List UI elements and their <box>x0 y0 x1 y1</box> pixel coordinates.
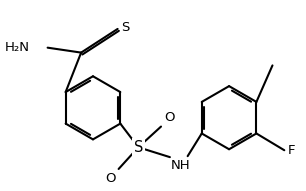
Text: S: S <box>134 140 143 155</box>
Text: O: O <box>105 172 116 185</box>
Text: H₂N: H₂N <box>5 41 30 54</box>
Text: O: O <box>164 111 174 124</box>
Text: NH: NH <box>171 159 191 172</box>
Text: F: F <box>287 144 295 157</box>
Text: S: S <box>121 21 130 34</box>
